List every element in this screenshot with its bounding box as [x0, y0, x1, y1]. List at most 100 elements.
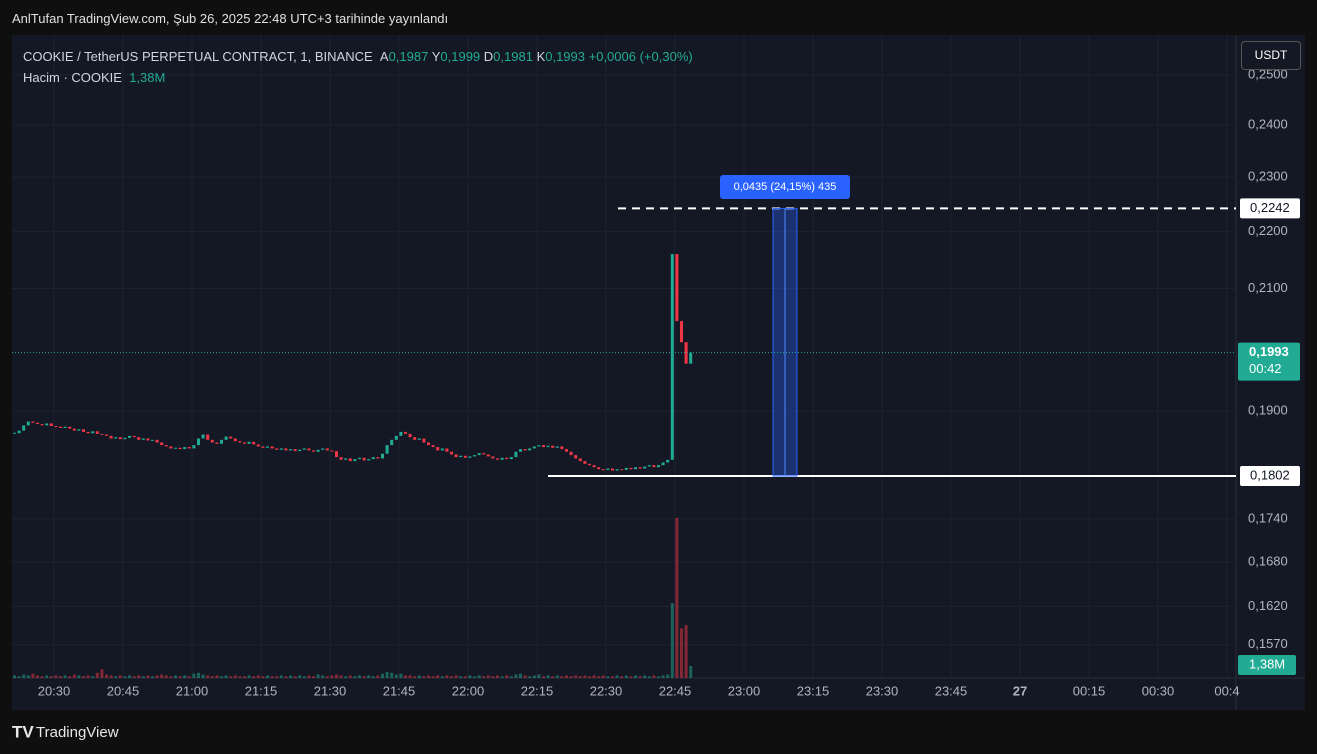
volume-bar	[261, 676, 265, 678]
volume-bar	[569, 676, 573, 678]
candle	[634, 467, 637, 470]
candle	[601, 469, 605, 471]
volume-bar	[486, 675, 490, 678]
volume-bar	[436, 675, 440, 678]
candle	[597, 467, 601, 470]
candle	[381, 453, 384, 459]
volume-bar	[279, 675, 283, 678]
price-tag-label: 0,1802	[1250, 467, 1290, 482]
volume-bar	[174, 675, 177, 678]
last-price-tag	[1238, 342, 1300, 381]
candle	[100, 433, 104, 435]
candle	[105, 434, 108, 436]
candle	[477, 453, 481, 456]
candle	[68, 426, 72, 429]
volume-bar	[63, 675, 67, 678]
candle	[417, 438, 421, 440]
volume-bar	[270, 676, 274, 678]
volume-bar	[344, 676, 348, 678]
candle	[141, 438, 145, 440]
volume-bar	[431, 676, 435, 678]
volume-bar	[252, 676, 256, 678]
candle	[657, 465, 660, 468]
candle	[187, 447, 191, 449]
volume-bar	[505, 675, 509, 678]
volume-bar	[643, 675, 647, 678]
volume-bar	[532, 675, 536, 678]
volume-bar	[13, 675, 16, 678]
volume-bar	[353, 676, 357, 678]
x-tick-label: 22:30	[590, 683, 623, 698]
candle	[431, 445, 435, 448]
ohlc-value: 0,1999	[440, 49, 481, 64]
volume-bar	[399, 673, 403, 678]
candle	[252, 441, 256, 445]
volume-bar	[128, 675, 131, 678]
volume-tag-label: 1,38M	[1249, 656, 1285, 671]
candle	[583, 461, 587, 464]
candle	[542, 445, 545, 448]
volume-bar	[509, 676, 513, 678]
candle	[620, 469, 624, 471]
volume-bar	[17, 676, 21, 678]
candle	[261, 446, 265, 448]
volume-bar	[381, 673, 384, 678]
volume-bar	[137, 675, 141, 678]
candle	[86, 431, 90, 434]
volume-bar	[197, 672, 200, 678]
volume-bar	[496, 675, 499, 678]
symbol: COOKIE / TetherUS PERPETUAL CONTRACT, 1,…	[23, 49, 373, 64]
volume-bar	[500, 676, 504, 678]
volume-bar	[22, 674, 26, 678]
volume-bar	[408, 675, 412, 678]
volume-bar	[450, 676, 453, 678]
volume-bar	[422, 676, 426, 678]
candle	[330, 450, 334, 452]
volume-bar	[330, 675, 334, 678]
candle	[638, 467, 642, 469]
x-tick-label: 27	[1013, 683, 1027, 698]
candle	[528, 448, 532, 451]
candle	[611, 468, 614, 471]
svg-text:TV: TV	[12, 722, 34, 741]
candle	[238, 441, 242, 443]
volume-bar	[243, 676, 246, 678]
volume-bar	[606, 676, 610, 678]
volume-bar	[371, 676, 375, 678]
y-tick-label: 0,1900	[1248, 403, 1288, 418]
candle	[385, 445, 389, 454]
currency-button[interactable]: USDT	[1241, 41, 1301, 70]
candle	[72, 428, 76, 431]
candle	[63, 426, 67, 429]
volume-bar	[210, 676, 214, 678]
candle	[399, 431, 403, 436]
page-title: AnlTufan TradingView.com, Şub 26, 2025 2…	[12, 11, 449, 26]
candle	[40, 424, 44, 426]
candle	[164, 445, 168, 447]
ohlc-key: Y	[431, 49, 441, 64]
volume-bar	[316, 674, 320, 678]
candle	[289, 449, 292, 451]
candle	[454, 454, 458, 458]
candle	[109, 435, 113, 439]
volume-value: 1,38M	[129, 70, 166, 85]
volume-bar	[417, 675, 421, 678]
candle	[169, 446, 173, 449]
price-tag	[1240, 465, 1300, 486]
price-tag-label: 0,2242	[1250, 200, 1290, 215]
volume-bar	[445, 675, 449, 678]
volume-bar	[151, 676, 154, 678]
volume-bar	[689, 665, 693, 678]
candle	[505, 457, 509, 460]
volume-bar	[684, 624, 688, 678]
candle	[394, 435, 398, 440]
ohlc: A0,1987 Y0,1999 D0,1981 K0,1993	[380, 49, 589, 64]
volume-bar	[36, 675, 39, 678]
y-tick-label: 0,2500	[1248, 66, 1288, 81]
candle	[54, 426, 58, 428]
volume-bar	[141, 676, 145, 678]
volume-bar	[229, 676, 233, 678]
volume-bar	[367, 675, 371, 678]
candle	[615, 469, 619, 471]
volume-bar	[215, 675, 219, 678]
